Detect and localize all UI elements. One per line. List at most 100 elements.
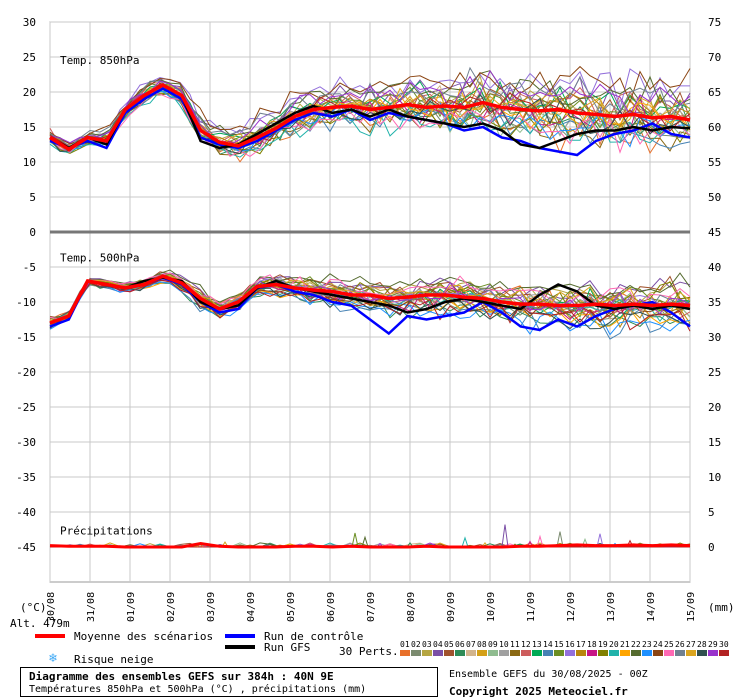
pert-swatch [466, 650, 476, 656]
right-tick-label: 65 [708, 86, 721, 99]
mean-line-500 [49, 274, 691, 325]
pert-swatch [708, 650, 718, 656]
left-tick-label: -10 [16, 296, 36, 309]
pert-swatch [455, 650, 465, 656]
pert-number: 30 [719, 640, 729, 649]
left-tick-label: -15 [16, 331, 36, 344]
left-tick-label: -45 [16, 541, 36, 554]
pert-swatch [664, 650, 674, 656]
right-tick-label: 5 [708, 506, 715, 519]
pert-swatch [642, 650, 652, 656]
date-label: 05/09 [286, 592, 297, 622]
pert-swatch [422, 650, 432, 656]
right-tick-label: 0 [708, 541, 715, 554]
left-tick-label: 25 [23, 51, 36, 64]
chart-info-box: Diagramme des ensembles GEFS sur 384h : … [20, 667, 438, 697]
snowflake-icon: ❄ [48, 651, 57, 666]
precip-spike [596, 533, 604, 548]
pert-number: 19 [598, 640, 608, 649]
pert-number: 05 [444, 640, 454, 649]
chart-title: Diagramme des ensembles GEFS sur 384h : … [29, 670, 334, 683]
precip-spike [501, 524, 509, 548]
pert-number: 29 [708, 640, 718, 649]
pert-number: 26 [675, 640, 685, 649]
pert-number: 13 [532, 640, 542, 649]
pert-number: 15 [554, 640, 564, 649]
date-label: 07/09 [366, 592, 377, 622]
mean-line-850 [49, 82, 691, 152]
right-tick-label: 70 [708, 51, 721, 64]
pert-swatch [675, 650, 685, 656]
pert-swatch [411, 650, 421, 656]
legend-label-control: Run de contrôle [264, 630, 363, 643]
right-tick-label: 40 [708, 261, 721, 274]
pert-number: 27 [686, 640, 696, 649]
pert-swatch [532, 650, 542, 656]
date-label: 10/09 [486, 592, 497, 622]
date-label: 31/08 [86, 592, 97, 622]
right-tick-label: 50 [708, 191, 721, 204]
precip-spike [351, 532, 359, 548]
date-label: 04/09 [246, 592, 257, 622]
member-line-850 [49, 66, 691, 148]
pert-number: 03 [422, 640, 432, 649]
left-tick-label: 30 [23, 16, 36, 29]
pert-number: 08 [477, 640, 487, 649]
legend-label-snow: Risque neige [74, 653, 153, 666]
date-label: 01/09 [126, 592, 137, 622]
panel-title-precip: Précipitations [60, 524, 153, 537]
member-line-850 [49, 69, 691, 147]
pert-swatch [686, 650, 696, 656]
left-tick-label: -40 [16, 506, 36, 519]
pert-swatch [565, 650, 575, 656]
pert-swatch [653, 650, 663, 656]
copyright: Copyright 2025 Meteociel.fr [449, 685, 628, 698]
pert-swatch [631, 650, 641, 656]
pert-number: 07 [466, 640, 476, 649]
left-tick-label: 15 [23, 121, 36, 134]
pert-number: 18 [587, 640, 597, 649]
precip-spike [361, 535, 369, 548]
right-unit: (mm) [708, 601, 735, 614]
date-label: 11/09 [526, 592, 537, 622]
member-line-500 [49, 281, 691, 336]
pert-number: 09 [488, 640, 498, 649]
member-line-500 [49, 269, 691, 319]
pert-number: 02 [411, 640, 421, 649]
pert-swatch [477, 650, 487, 656]
pert-swatch [697, 650, 707, 656]
panel-title-850: Temp. 850hPa [60, 54, 139, 67]
pert-number: 17 [576, 640, 586, 649]
pert-swatch [499, 650, 509, 656]
left-unit: (°C) [20, 601, 47, 614]
altitude-label: Alt. 479m [10, 617, 70, 630]
left-tick-label: -25 [16, 401, 36, 414]
precip-spike [536, 534, 544, 548]
member-line-850 [49, 65, 691, 145]
pert-number: 28 [697, 640, 707, 649]
pert-number: 04 [433, 640, 443, 649]
chart-subtitle: Températures 850hPa et 500hPa (°C) , pré… [29, 684, 367, 695]
pert-swatch [488, 650, 498, 656]
left-tick-label: 5 [29, 191, 36, 204]
left-tick-label: 0 [29, 226, 36, 239]
precip-spike [461, 536, 469, 548]
pert-swatch [521, 650, 531, 656]
right-tick-label: 45 [708, 226, 721, 239]
panel-title-500: Temp. 500hPa [60, 251, 139, 264]
pert-swatch [444, 650, 454, 656]
date-label: 06/09 [326, 592, 337, 622]
date-label: 30/08 [46, 592, 57, 622]
date-label: 02/09 [166, 592, 177, 622]
pert-swatch [620, 650, 630, 656]
pert-number: 24 [653, 640, 663, 649]
run-info: Ensemble GEFS du 30/08/2025 - 00Z [449, 669, 648, 680]
right-tick-label: 25 [708, 366, 721, 379]
date-label: 15/09 [686, 592, 697, 622]
date-label: 03/09 [206, 592, 217, 622]
left-tick-label: -20 [16, 366, 36, 379]
left-tick-label: -5 [23, 261, 36, 274]
left-tick-label: 10 [23, 156, 36, 169]
right-tick-label: 60 [708, 121, 721, 134]
